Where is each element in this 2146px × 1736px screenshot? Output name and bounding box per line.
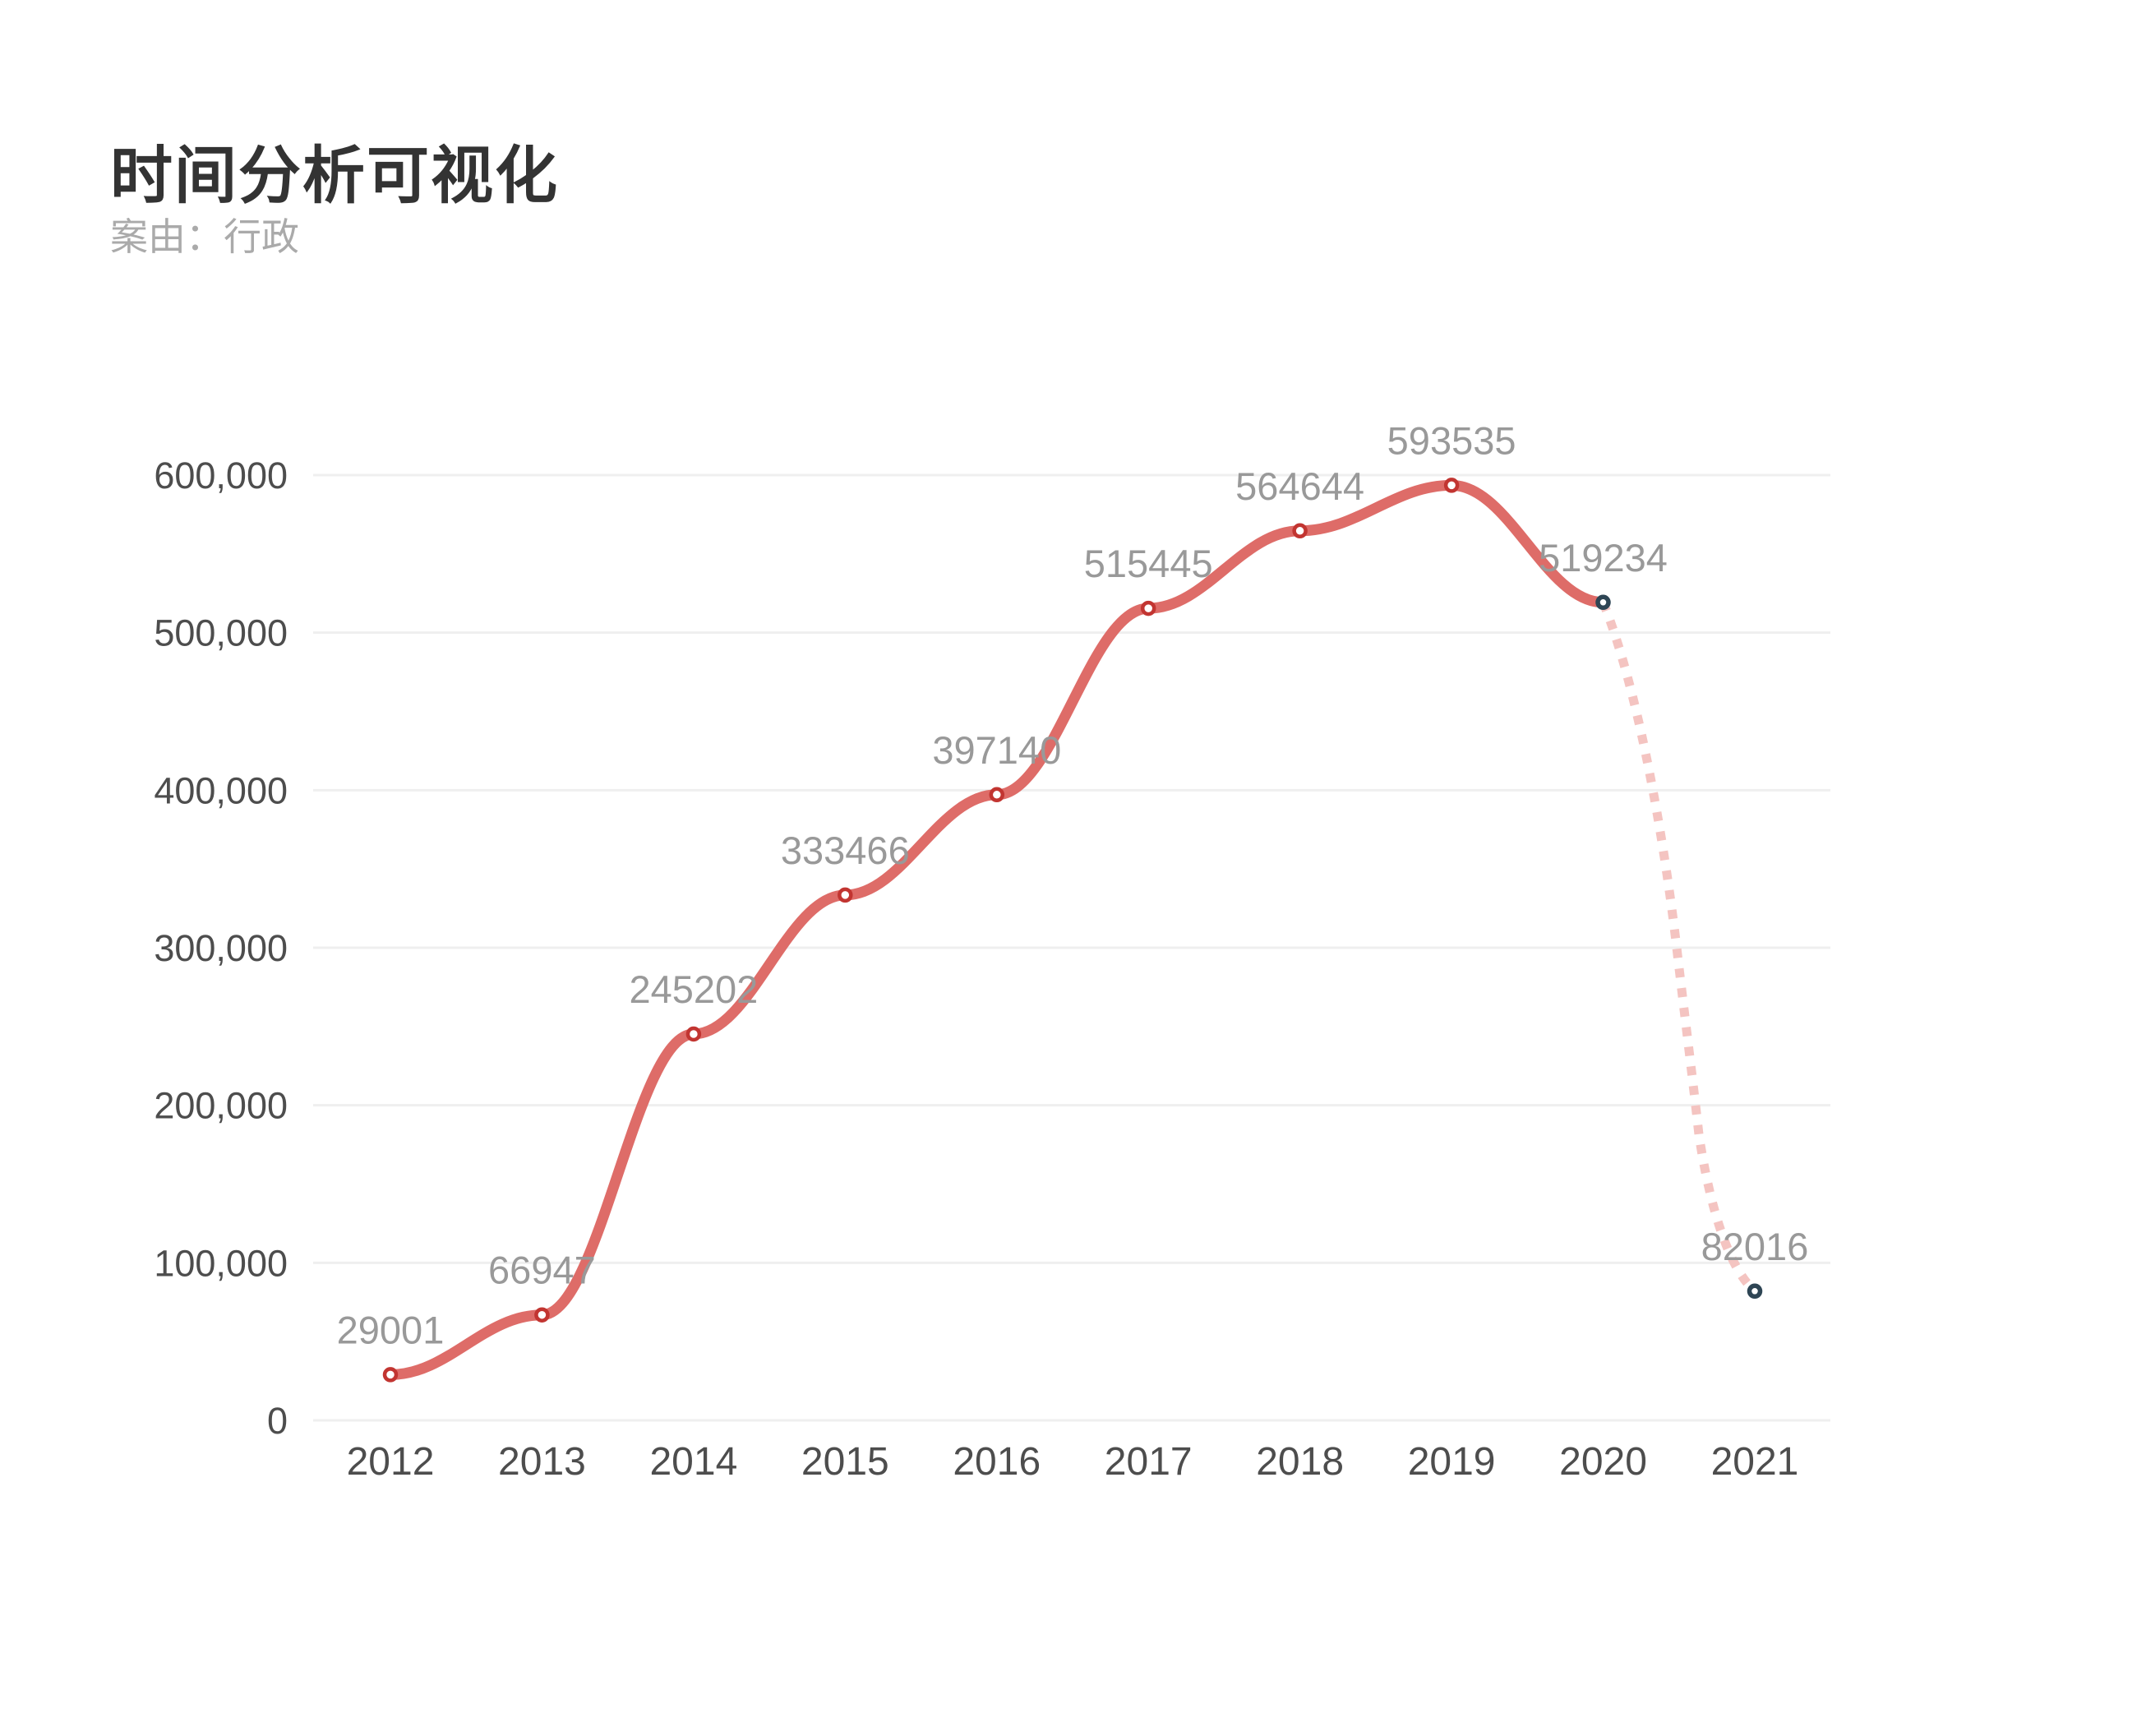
x-axis-tick-label: 2016 bbox=[953, 1440, 1041, 1484]
data-point-label: 333466 bbox=[781, 829, 910, 872]
data-point-label: 66947 bbox=[488, 1249, 596, 1292]
x-axis-tick-label: 2013 bbox=[498, 1440, 586, 1484]
data-point-marker[interactable] bbox=[989, 787, 1005, 803]
x-axis-tick-label: 2012 bbox=[347, 1440, 435, 1484]
data-point-label: 82016 bbox=[1701, 1225, 1809, 1268]
data-point-marker[interactable] bbox=[838, 887, 853, 903]
data-point-marker[interactable] bbox=[1292, 523, 1308, 539]
y-axis-tick-label: 600,000 bbox=[154, 455, 288, 496]
x-axis-tick-label: 2015 bbox=[801, 1440, 889, 1484]
y-axis-tick-label: 0 bbox=[267, 1400, 288, 1442]
data-point-marker[interactable] bbox=[1443, 478, 1460, 493]
dashed-forecast-line bbox=[1599, 600, 1758, 1295]
x-axis-tick-label: 2018 bbox=[1256, 1440, 1344, 1484]
data-point-marker[interactable] bbox=[382, 1367, 399, 1383]
data-point-marker[interactable] bbox=[534, 1307, 550, 1323]
series-line bbox=[385, 479, 1608, 1380]
y-axis-tick-label: 400,000 bbox=[154, 769, 288, 811]
data-point-label: 29001 bbox=[337, 1308, 445, 1351]
data-point-label: 245202 bbox=[629, 967, 758, 1011]
x-axis-tick-label: 2014 bbox=[649, 1440, 737, 1484]
y-axis-tick-label: 300,000 bbox=[154, 927, 288, 969]
data-point-label: 515445 bbox=[1084, 542, 1213, 585]
x-axis-tick-label: 2019 bbox=[1408, 1440, 1496, 1484]
data-point-label: 397140 bbox=[932, 728, 1061, 772]
x-axis-tick-label: 2020 bbox=[1559, 1440, 1647, 1484]
y-axis-tick-label: 200,000 bbox=[154, 1085, 288, 1127]
x-axis-tick-label: 2021 bbox=[1711, 1440, 1799, 1484]
data-point-marker[interactable] bbox=[1595, 594, 1611, 611]
x-axis-tick-label: 2017 bbox=[1105, 1440, 1193, 1484]
y-axis-tick-label: 100,000 bbox=[154, 1242, 288, 1284]
y-axis-tick-label: 500,000 bbox=[154, 612, 288, 654]
chart-title: 时间分析可视化 bbox=[110, 141, 559, 211]
data-point-label: 593535 bbox=[1387, 418, 1516, 462]
data-point-marker[interactable] bbox=[1140, 600, 1156, 616]
data-point-marker[interactable] bbox=[1747, 1283, 1763, 1300]
chart-subtitle: 案由：行政 bbox=[110, 215, 299, 258]
data-point-label: 519234 bbox=[1539, 536, 1668, 579]
data-point-label: 564644 bbox=[1235, 464, 1364, 508]
data-point-marker[interactable] bbox=[685, 1026, 702, 1042]
